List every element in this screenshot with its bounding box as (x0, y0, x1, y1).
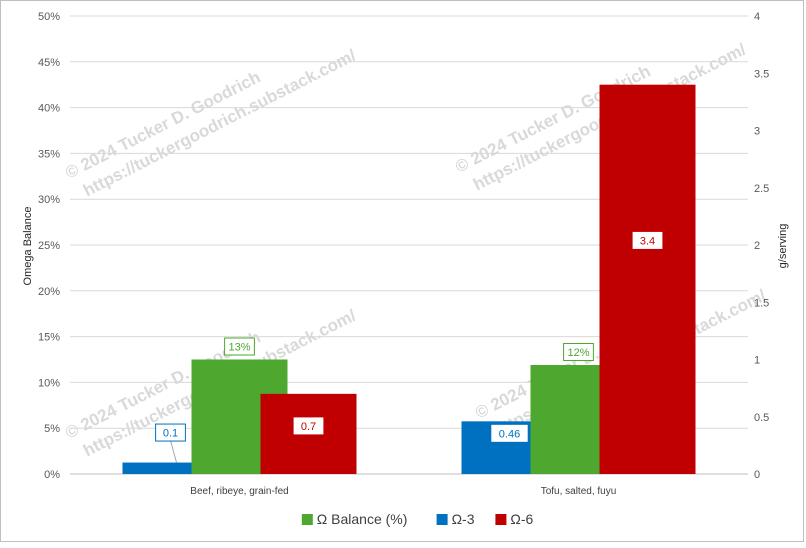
svg-text:0.1: 0.1 (163, 428, 178, 440)
left-tick-label: 0% (44, 469, 60, 481)
legend-swatch (436, 514, 448, 525)
data-label-omega-3: 0.46 (491, 424, 528, 442)
right-tick-label: 2.5 (754, 183, 769, 195)
right-tick-label: 0 (754, 469, 760, 481)
leader-line (170, 440, 177, 463)
legend-item: Ω-6 (495, 511, 534, 527)
left-tick-label: 10% (38, 377, 60, 389)
left-tick-label: 20% (38, 286, 60, 298)
data-labels: 13% 0.7 0.1 12% 3.4 0.46 (155, 231, 663, 463)
watermark-block: © 2024 Tucker D. Goodrichhttps://tuckerg… (62, 46, 359, 201)
left-tick-label: 25% (38, 240, 60, 252)
svg-text:0.7: 0.7 (301, 421, 316, 433)
legend-item: Ω-3 (436, 511, 475, 527)
legend-swatch (301, 514, 313, 525)
category-labels: Beef, ribeye, grain-fed Tofu, salted, fuy… (190, 486, 616, 497)
left-tick-label: 40% (38, 103, 60, 115)
left-tick-label: 35% (38, 148, 60, 160)
legend-label: Ω-3 (452, 511, 475, 527)
data-label-omega-6: 0.7 (293, 417, 324, 435)
category-label: Tofu, salted, fuyu (541, 486, 617, 497)
left-tick-label: 15% (38, 332, 60, 344)
left-tick-label: 30% (38, 194, 60, 206)
data-label-omega-6: 3.4 (632, 231, 663, 249)
left-axis-title: Omega Balance (22, 207, 34, 286)
svg-text:13%: 13% (228, 342, 250, 354)
right-tick-label: 4 (754, 11, 760, 23)
legend-swatch (495, 514, 507, 525)
legend-label: Ω Balance (%) (317, 511, 408, 527)
category-label: Beef, ribeye, grain-fed (190, 486, 288, 497)
bars (122, 84, 696, 474)
data-label-omega-balance: 13% (224, 337, 255, 356)
left-tick-label: 45% (38, 57, 60, 69)
legend-label: Ω-6 (510, 511, 533, 527)
right-tick-label: 0.5 (754, 412, 769, 424)
legend-item: Ω Balance (%) (301, 511, 408, 527)
left-tick-label: 5% (44, 423, 60, 435)
right-tick-label: 1 (754, 355, 760, 367)
right-axis-ticks: 0 0.5 1 1.5 2 2.5 3 3.5 4 (754, 11, 769, 481)
right-tick-label: 1.5 (754, 297, 769, 309)
bar-omega-6 (599, 84, 696, 474)
svg-text:0.46: 0.46 (499, 428, 520, 440)
right-tick-label: 3.5 (754, 68, 769, 80)
svg-text:12%: 12% (567, 347, 589, 359)
right-tick-label: 3 (754, 126, 760, 138)
legend: Ω Balance (%) Ω-3 Ω-6 (301, 511, 534, 527)
right-tick-label: 2 (754, 240, 760, 252)
svg-text:3.4: 3.4 (640, 235, 655, 247)
right-axis-title: g/serving (777, 224, 789, 269)
bar-omega-3 (122, 462, 219, 474)
data-label-omega-3: 0.1 (155, 423, 186, 442)
data-label-omega-balance: 12% (563, 342, 594, 361)
left-axis-ticks: 0% 5% 10% 15% 20% 25% 30% 35% 40% 45% 50% (38, 11, 60, 481)
left-tick-label: 50% (38, 11, 60, 23)
watermark-line: https://tuckergoodrich.substack.com/ (80, 46, 359, 201)
